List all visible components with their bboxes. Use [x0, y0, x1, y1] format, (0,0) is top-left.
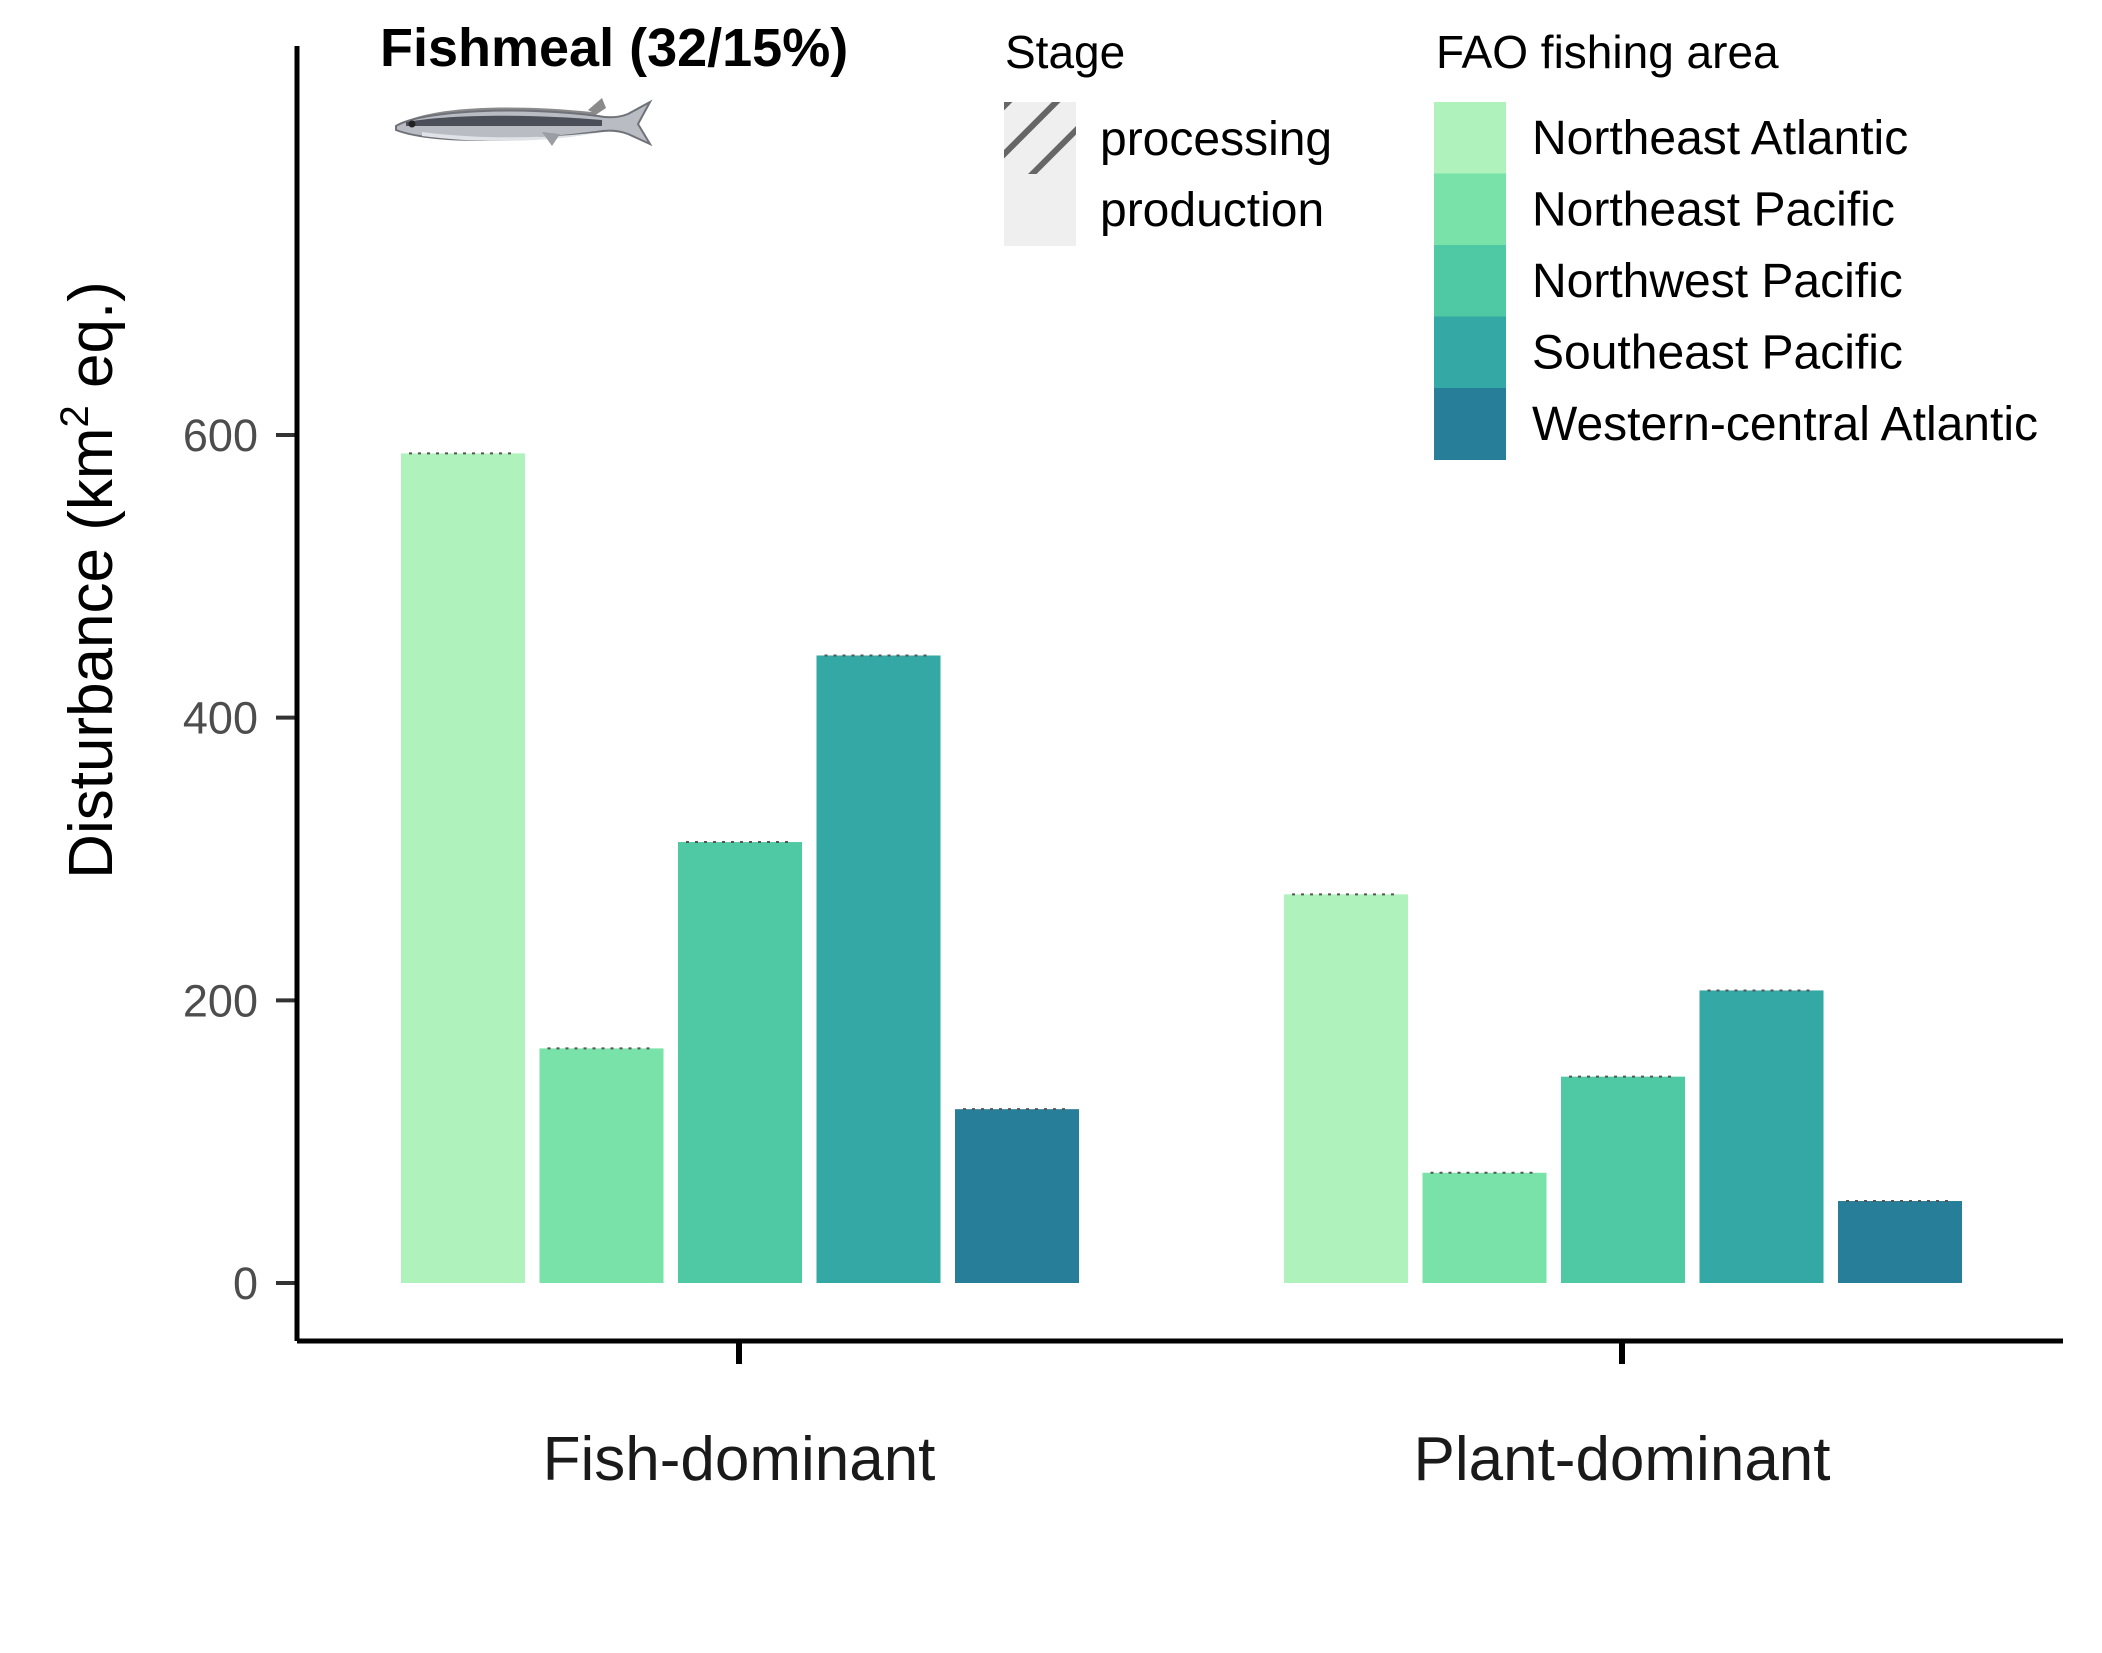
area-legend-label: Northeast Atlantic [1532, 112, 1908, 165]
bar-fish-dominant-northwest-pacific [678, 842, 802, 1283]
area-legend-swatch [1434, 173, 1506, 246]
y-tick-label: 400 [183, 693, 258, 744]
x-category-label: Fish-dominant [543, 1425, 936, 1494]
area-legend-label: Northwest Pacific [1532, 255, 1903, 308]
y-tick-label: 200 [183, 975, 258, 1026]
area-legend-label: Western-central Atlantic [1532, 398, 2038, 451]
stage-legend: Stage processing production [1004, 26, 1332, 246]
y-tick-label: 600 [183, 410, 258, 461]
area-legend-swatch [1434, 388, 1506, 460]
bar-plant-dominant-northeast-atlantic [1284, 894, 1408, 1283]
bar-plant-dominant-western-central-atlantic [1838, 1201, 1962, 1283]
bar-plant-dominant-northeast-pacific [1422, 1172, 1547, 1283]
bar-fish-dominant-southeast-pacific [816, 655, 941, 1283]
fish-icon [395, 98, 653, 147]
area-legend: FAO fishing area Northeast Atlantic North… [1434, 26, 2038, 460]
area-legend-swatch [1434, 245, 1506, 317]
stage-production-swatch [1004, 174, 1076, 246]
y-tick-label: 0 [233, 1258, 258, 1309]
stage-legend-title: Stage [1005, 26, 1125, 78]
area-legend-label: Northeast Pacific [1532, 184, 1895, 237]
x-category-label: Plant-dominant [1413, 1425, 1830, 1494]
bar-fish-dominant-western-central-atlantic [955, 1109, 1079, 1283]
plot-title: Fishmeal (32/15%) [380, 18, 848, 78]
svg-text:Disturbance (km2 eq.): Disturbance (km2 eq.) [53, 281, 126, 879]
x-ticks: Fish-dominant Plant-dominant [543, 1341, 1831, 1494]
area-legend-swatch [1434, 316, 1506, 389]
bar-plant-dominant-southeast-pacific [1699, 990, 1824, 1283]
stage-processing-swatch [1004, 102, 1076, 174]
area-legend-swatch [1434, 102, 1506, 174]
bar-fish-dominant-northeast-atlantic [401, 453, 525, 1283]
stage-legend-label: production [1100, 184, 1324, 237]
bar-fish-dominant-northeast-pacific [539, 1048, 664, 1283]
stage-legend-label: processing [1100, 113, 1332, 166]
y-axis-title: Disturbance (km2 eq.) [53, 281, 126, 879]
bars [401, 452, 1962, 1283]
y-ticks: 0 200 400 600 [183, 410, 297, 1309]
area-legend-label: Southeast Pacific [1532, 327, 1903, 380]
bar-plant-dominant-northwest-pacific [1561, 1076, 1685, 1283]
area-legend-title: FAO fishing area [1436, 26, 1779, 78]
